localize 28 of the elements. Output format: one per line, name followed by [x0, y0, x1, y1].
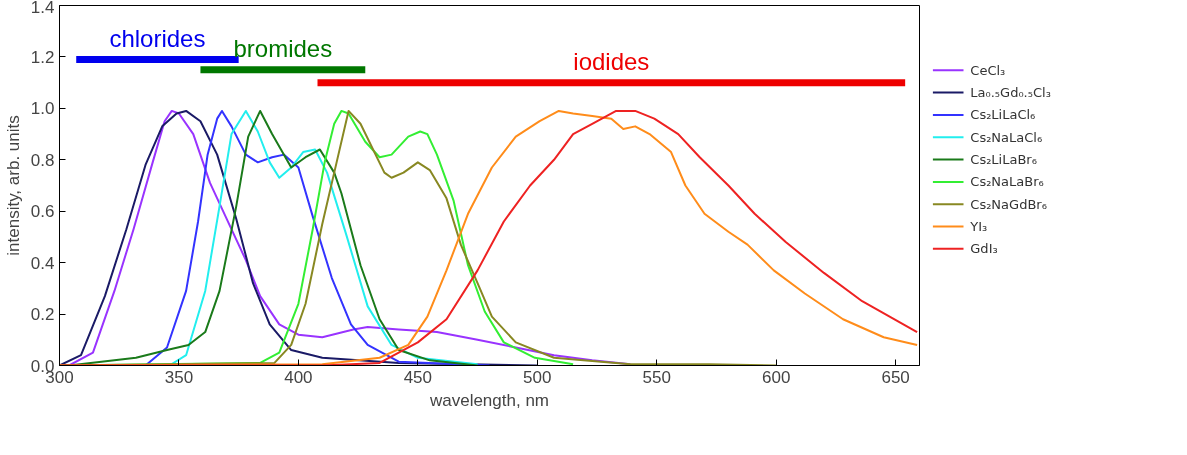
y-tick-label: 1.0	[30, 99, 55, 119]
y-tick-label: 0.4	[30, 253, 55, 273]
y-tick-label: 0.2	[30, 305, 55, 325]
y-axis-title: intensity, arb. units	[3, 115, 23, 256]
legend-label: Cs₂NaLaBr₆	[970, 174, 1044, 190]
legend-label: GdI₃	[970, 241, 998, 257]
y-tick-label: 1.2	[30, 47, 55, 67]
legend-label: Cs₂NaGdBr₆	[970, 196, 1047, 212]
legend-label: Cs₂LiLaCl₆	[970, 107, 1036, 123]
annotation: bromides	[233, 34, 333, 62]
legend-label: La₀.₅Gd₀.₅Cl₃	[970, 85, 1051, 101]
y-tick-label: 0.6	[30, 202, 55, 222]
x-axis-title: wavelength, nm	[428, 390, 550, 410]
legend-label: Cs₂NaLaCl₆	[970, 129, 1043, 145]
x-tick-label: 400	[284, 367, 313, 387]
x-tick-label: 350	[164, 367, 194, 387]
x-tick-label: 500	[523, 367, 552, 387]
legend-label: YI₃	[969, 219, 988, 235]
y-tick-label: 1.4	[30, 0, 55, 17]
x-tick-label: 650	[881, 367, 910, 387]
x-tick-label: 550	[642, 367, 671, 387]
x-tick-label: 450	[403, 367, 433, 387]
annotation: chlorides	[109, 24, 206, 52]
legend-label: Cs₂LiLaBr₆	[970, 152, 1037, 168]
x-tick-label: 600	[761, 367, 791, 387]
y-tick-label: 0.8	[30, 150, 55, 170]
legend-label: CeCl₃	[970, 62, 1006, 78]
annotation: iodides	[573, 47, 650, 75]
